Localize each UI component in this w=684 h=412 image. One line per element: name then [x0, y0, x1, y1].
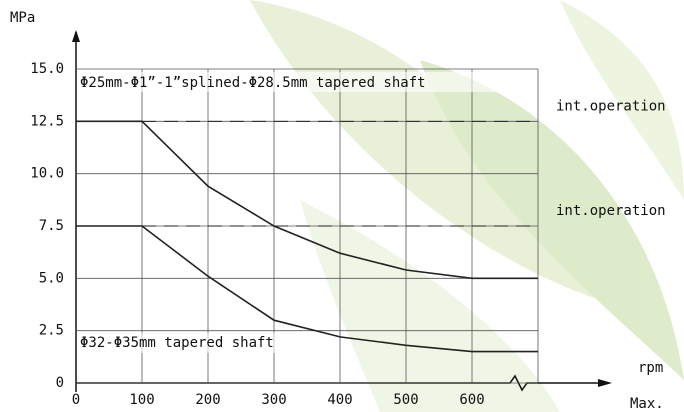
x-tick-label: 200 [195, 392, 220, 408]
y-tick-label: 0 [56, 375, 64, 391]
y-tick-label: 10.0 [30, 166, 64, 182]
x-max-label: Max. [630, 396, 664, 412]
x-tick-label: 300 [261, 392, 286, 408]
series-line [76, 225, 538, 353]
x-tick-label: 0 [72, 392, 80, 408]
x-tick-label: 100 [129, 392, 154, 408]
series-label: Φ25mm-Φ1”-1”splined-Φ28.5mm tapered shaf… [80, 75, 426, 91]
y-tick-label: 15.0 [30, 61, 64, 77]
annotation-bg [78, 333, 308, 353]
y-tick-label: 5.0 [39, 270, 64, 286]
x-tick-label: 600 [459, 392, 484, 408]
y-axis-label: MPa [10, 10, 35, 26]
x-tick-label: 400 [327, 392, 352, 408]
x-tick-label: 500 [393, 392, 418, 408]
annotation-bg [78, 72, 498, 92]
series-label: Φ32-Φ35mm tapered shaft [80, 335, 274, 351]
y-arrow [72, 30, 80, 42]
reference-label: int.operation [556, 203, 666, 219]
reference-label: int.operation [556, 98, 666, 114]
y-tick-label: 12.5 [30, 113, 64, 129]
y-tick-label: 7.5 [39, 218, 64, 234]
y-tick-label: 2.5 [39, 323, 64, 339]
x-arrow [598, 379, 612, 387]
series-line [76, 120, 538, 280]
x-axis-label: rpm [638, 360, 663, 376]
